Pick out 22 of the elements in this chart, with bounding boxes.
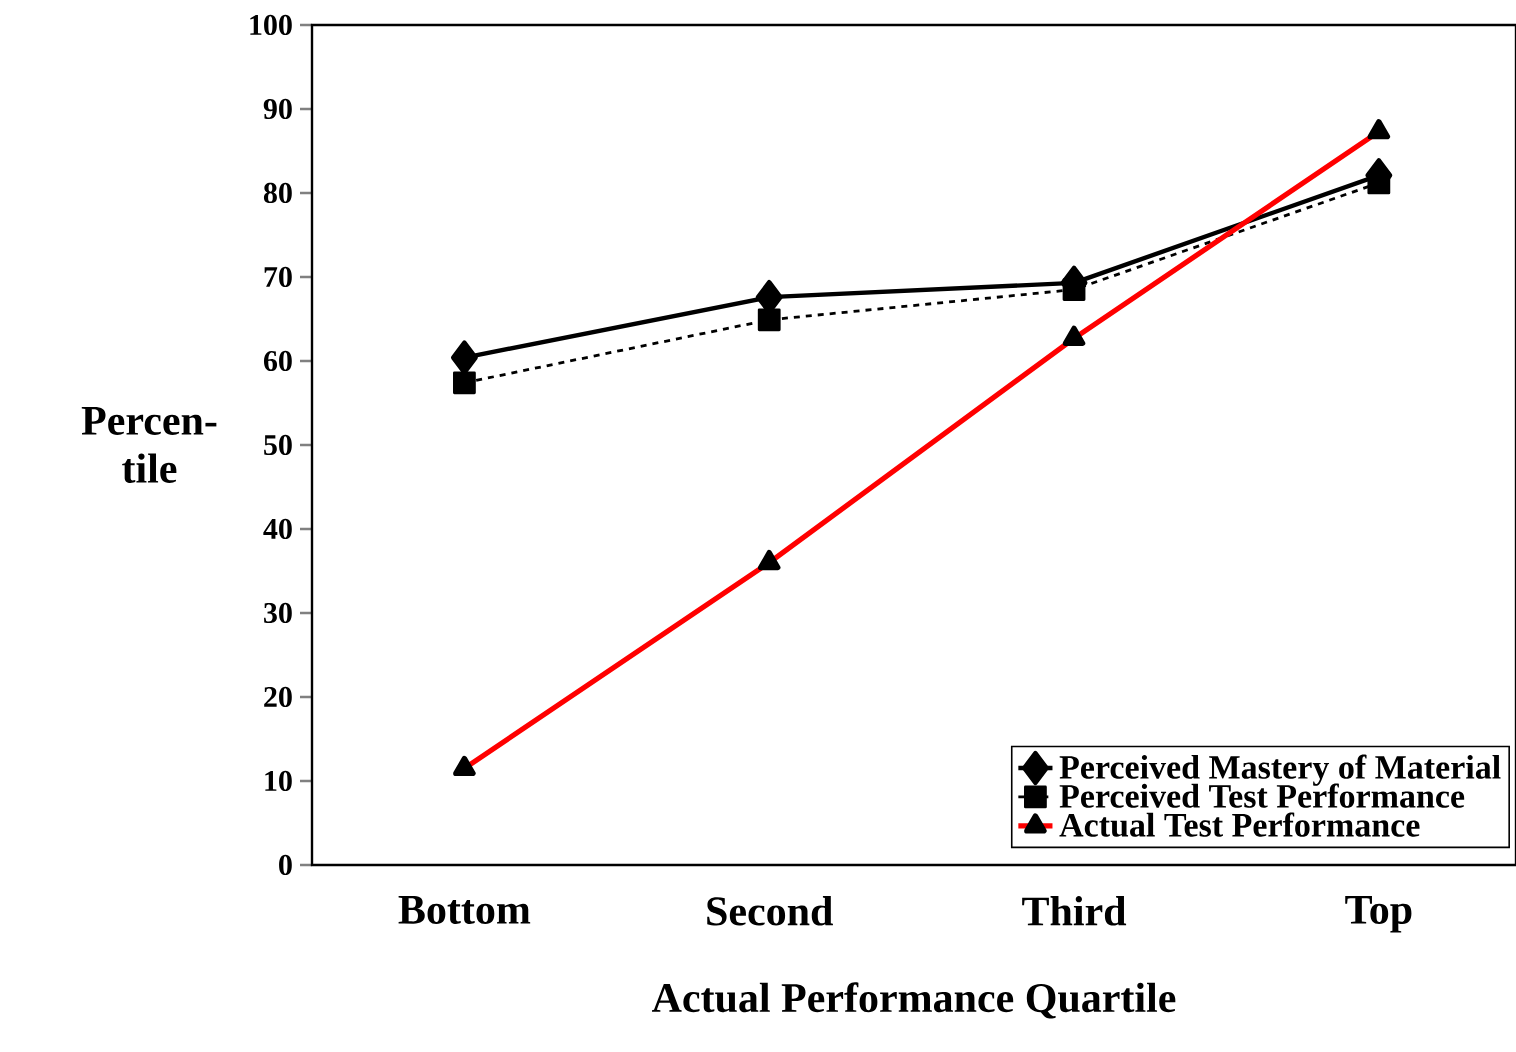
y-tick-label: 10 (265, 770, 292, 792)
point (1367, 171, 1391, 195)
x-tick-label: Top (1345, 896, 1412, 933)
y-tick-label: 90 (263, 98, 292, 120)
y-tick-label: 40 (263, 518, 292, 540)
y-tick-label: 20 (264, 686, 292, 708)
y-tick-label: 70 (264, 266, 292, 288)
point (1062, 278, 1086, 301)
y-tick-label: 100 (250, 14, 292, 36)
x-axis-title: Actual Performance Quartile (652, 982, 1176, 1019)
y-tick-label: 30 (264, 602, 292, 624)
point (453, 371, 476, 395)
y-tick-label: 0 (279, 854, 292, 876)
x-tick-label: Bottom (398, 896, 531, 924)
x-tick-label: Second (707, 896, 833, 926)
y-axis-title: Percen- tile (81, 407, 217, 483)
legend-label: Actual Test Performance (1059, 812, 1420, 837)
y-tick-label: 80 (263, 182, 292, 204)
y-tick-label: 60 (263, 350, 292, 372)
point (757, 308, 781, 332)
x-tick-label: Third (1022, 896, 1127, 926)
y-tick-label: 50 (264, 434, 292, 456)
